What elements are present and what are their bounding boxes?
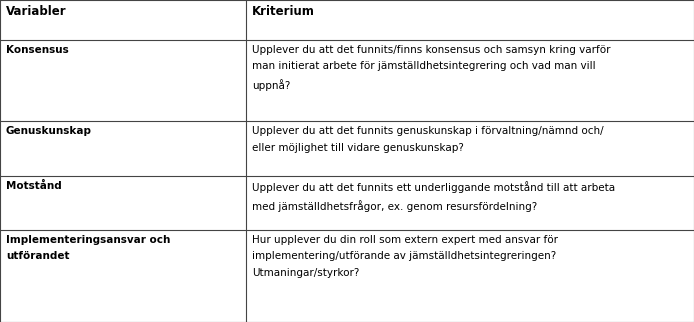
Text: Hur upplever du din roll som extern expert med ansvar för
implementering/utföran: Hur upplever du din roll som extern expe… <box>253 235 559 278</box>
Text: Upplever du att det funnits genuskunskap i förvaltning/nämnd och/
eller möjlighe: Upplever du att det funnits genuskunskap… <box>253 126 604 153</box>
Text: Upplever du att det funnits/finns konsensus och samsyn kring varför
man initiera: Upplever du att det funnits/finns konsen… <box>253 45 611 91</box>
Text: Motstånd: Motstånd <box>6 181 62 191</box>
Text: Variabler: Variabler <box>6 5 67 18</box>
Text: Kriterium: Kriterium <box>253 5 315 18</box>
Text: Konsensus: Konsensus <box>6 45 69 55</box>
Text: Implementeringsansvar och
utförandet: Implementeringsansvar och utförandet <box>6 235 170 261</box>
Text: Genuskunskap: Genuskunskap <box>6 126 92 136</box>
Text: Upplever du att det funnits ett underliggande motstånd till att arbeta
med jämst: Upplever du att det funnits ett underlig… <box>253 181 616 213</box>
